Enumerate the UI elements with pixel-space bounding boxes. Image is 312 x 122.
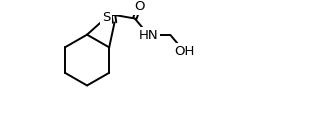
Text: S: S [102,11,110,24]
Text: HN: HN [139,29,158,41]
Text: O: O [134,0,144,13]
Text: OH: OH [174,45,195,58]
